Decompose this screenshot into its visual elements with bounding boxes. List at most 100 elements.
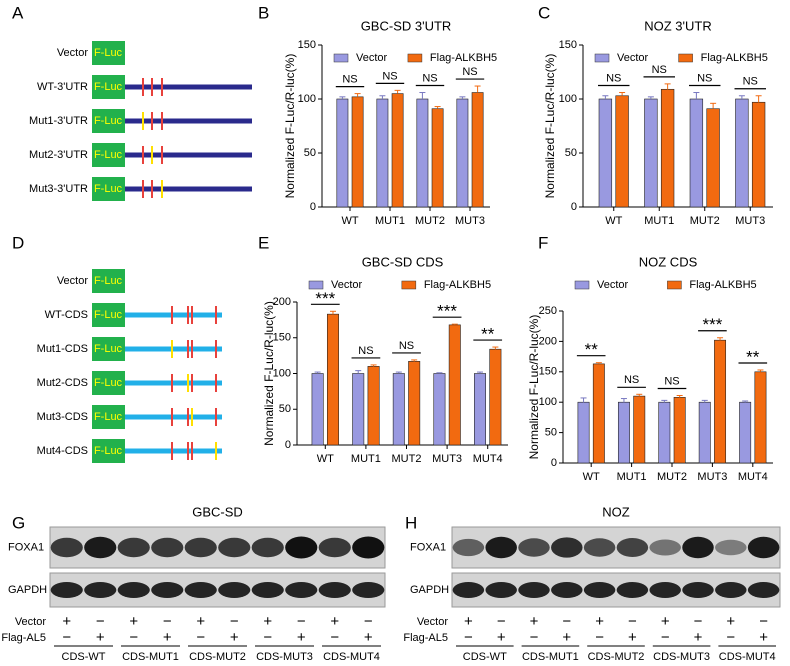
blot-band (616, 582, 649, 598)
luc-label: F-Luc (94, 377, 123, 389)
legend-label: Flag-ALKBH5 (424, 279, 491, 291)
x-tick-label: MUT3 (735, 215, 765, 227)
x-tick-label: MUT1 (644, 215, 674, 227)
x-tick-label: MUT3 (455, 215, 485, 227)
legend-swatch (667, 280, 682, 290)
sign: + (263, 613, 272, 630)
legend-swatch (407, 53, 423, 63)
blot-band (518, 538, 550, 557)
luc-box (92, 41, 125, 65)
x-tick-label: MUT3 (432, 453, 462, 465)
blot-band (583, 538, 616, 557)
legend-swatch (333, 53, 349, 63)
bar (592, 363, 605, 464)
luc-label: F-Luc (94, 411, 123, 423)
sign: − (530, 629, 539, 646)
y-tick-label: 50 (565, 147, 577, 159)
luc-box (92, 405, 125, 429)
sign: − (163, 613, 172, 630)
x-tick-label: MUT3 (697, 471, 727, 483)
sign: − (726, 629, 735, 646)
bar (376, 98, 389, 208)
blot-band (218, 582, 251, 598)
blot-band (551, 582, 583, 598)
x-tick-label: MUT2 (657, 471, 687, 483)
bar (474, 373, 487, 446)
luc-box (92, 439, 125, 463)
sign: − (694, 613, 703, 630)
chart-title: NOZ 3'UTR (644, 18, 711, 33)
blot-band (682, 536, 714, 559)
legend-label: Flag-ALKBH5 (689, 279, 756, 291)
group-label: CDS-MUT4 (323, 651, 380, 663)
sig-label: NS (422, 72, 437, 84)
sign: − (464, 629, 473, 646)
sig-label: NS (743, 76, 758, 88)
sig-label: NS (358, 345, 373, 357)
blot-band (251, 582, 284, 598)
sign: − (759, 613, 768, 630)
sign: + (163, 629, 172, 646)
sign: + (230, 629, 239, 646)
construct-name: Vector (57, 275, 89, 287)
chart-title: NOZ CDS (639, 254, 698, 269)
x-tick-label: MUT2 (392, 453, 422, 465)
bar (489, 348, 502, 446)
legend-label: Vector (356, 52, 388, 64)
sign: + (297, 629, 306, 646)
group-label: CDS-MUT2 (189, 651, 246, 663)
y-tick-label: 100 (298, 93, 316, 105)
sign: + (129, 613, 138, 630)
y-tick-label: 50 (304, 147, 316, 159)
legend-swatch (678, 53, 693, 63)
bar (644, 98, 658, 208)
bar (751, 101, 766, 208)
y-tick-label: 0 (310, 201, 316, 213)
bar (577, 401, 590, 464)
sign: − (364, 613, 373, 630)
sig-label: ** (481, 325, 495, 344)
luc-label: F-Luc (94, 445, 123, 457)
sign: − (129, 629, 138, 646)
group-label: CDS-MUT3 (653, 651, 710, 663)
blot-band (616, 538, 649, 557)
luc-label: F-Luc (94, 343, 123, 355)
blot-band (285, 582, 318, 598)
sign: + (96, 629, 105, 646)
bar (735, 98, 749, 208)
sign: + (759, 629, 768, 646)
bar (352, 373, 365, 446)
y-tick-label: 0 (285, 439, 291, 451)
x-tick-label: WT (605, 215, 622, 227)
x-tick-label: WT (341, 215, 358, 227)
legend-label: Vector (331, 279, 363, 291)
y-tick-label: 0 (571, 201, 577, 213)
y-tick-label: 50 (279, 403, 291, 415)
panel-letter: C (538, 3, 550, 22)
panel-letter: B (258, 3, 269, 22)
panel-letter: H (405, 513, 417, 532)
sign: − (330, 629, 339, 646)
sign: + (726, 613, 735, 630)
sig-label: NS (462, 66, 477, 78)
sig-label: NS (342, 74, 357, 86)
blot-band (318, 582, 351, 598)
sign: − (497, 613, 506, 630)
sig-label: NS (697, 72, 712, 84)
row-label: Vector (417, 616, 449, 628)
blot-band (84, 582, 117, 598)
legend-swatch (594, 53, 610, 63)
bar (456, 98, 469, 208)
protein-label: GAPDH (410, 584, 449, 596)
luc-label: F-Luc (94, 309, 123, 321)
bar (311, 373, 324, 446)
x-tick-label: MUT4 (473, 453, 503, 465)
bar (336, 98, 349, 208)
group-label: CDS-MUT1 (522, 651, 579, 663)
sig-label: NS (382, 70, 397, 82)
legend-swatch (574, 280, 590, 290)
blot-band (50, 582, 83, 598)
bar (598, 98, 613, 208)
sig-label: NS (664, 375, 679, 387)
y-tick-label: 200 (273, 296, 291, 308)
